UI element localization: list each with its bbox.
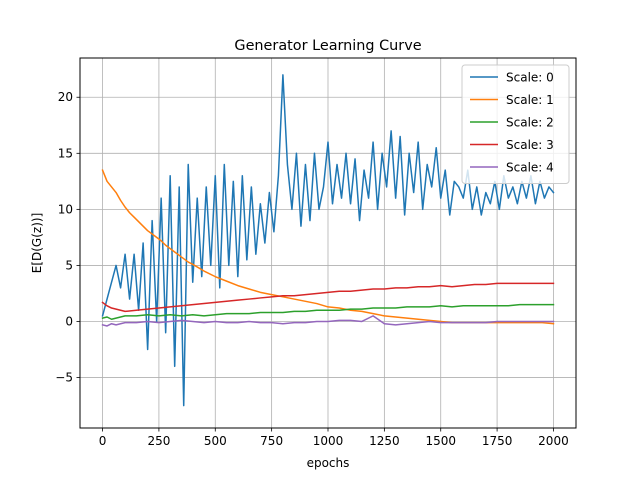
x-tick-label: 0 [99, 434, 107, 448]
legend-label: Scale: 0 [506, 71, 554, 85]
y-axis-ticks: −5 0 5 10 15 20 [55, 90, 80, 385]
y-tick-label: 20 [58, 90, 73, 104]
chart-title: Generator Learning Curve [234, 38, 421, 54]
legend-label: Scale: 3 [506, 138, 554, 152]
y-tick-label: −5 [55, 371, 73, 385]
x-axis-label: epochs [307, 456, 350, 470]
y-tick-label: 5 [65, 258, 73, 272]
x-tick-label: 750 [260, 434, 283, 448]
legend-box [461, 64, 570, 184]
y-tick-label: 10 [58, 202, 73, 216]
series-line-scale-2 [101, 303, 555, 320]
legend-label: Scale: 2 [506, 116, 554, 130]
x-tick-label: 1000 [313, 434, 344, 448]
x-tick-label: 250 [147, 434, 170, 448]
series-line-scale-0 [101, 74, 555, 407]
y-tick-label: 15 [58, 146, 73, 160]
legend-label: Scale: 1 [506, 93, 554, 107]
legend: Scale: 0 Scale: 1 Scale: 2 Scale: 3 Scale: 4 [461, 64, 570, 184]
series-line-scale-4 [101, 315, 555, 327]
x-tick-label: 500 [204, 434, 227, 448]
plot-area [101, 74, 555, 407]
x-tick-label: 2000 [538, 434, 569, 448]
x-axis-ticks: 0 250 500 750 1000 1250 1500 1750 2000 [99, 428, 569, 448]
x-tick-label: 1500 [425, 434, 456, 448]
x-tick-label: 1750 [482, 434, 513, 448]
series-layer [101, 74, 555, 407]
series-line-scale-3 [101, 282, 555, 313]
y-axis-label: E[D(G(z))] [30, 213, 44, 274]
y-tick-label: 0 [65, 314, 73, 328]
legend-label: Scale: 4 [506, 161, 554, 175]
x-tick-label: 1250 [369, 434, 400, 448]
